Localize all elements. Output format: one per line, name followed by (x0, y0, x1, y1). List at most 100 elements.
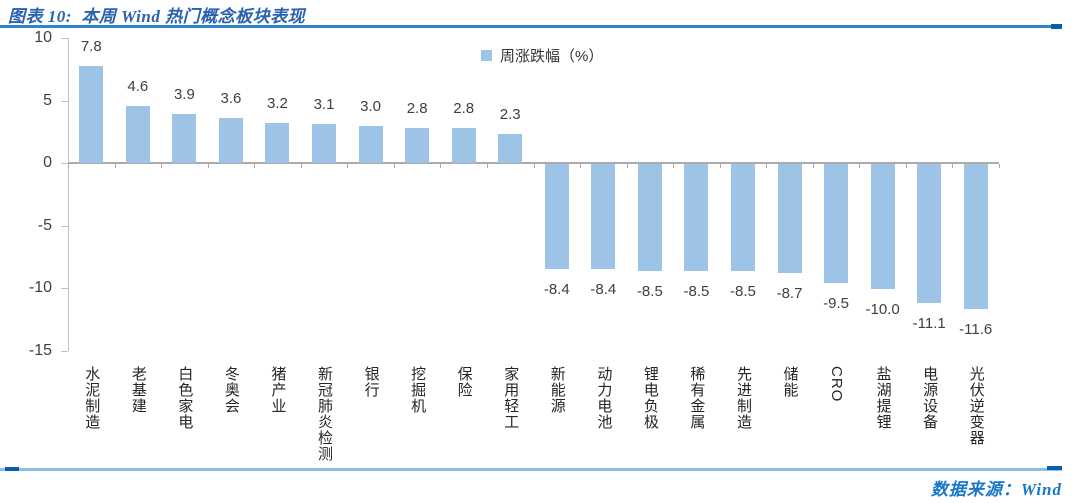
bar-银行 (358, 125, 383, 164)
legend-label: 周涨跌幅（%） (500, 48, 604, 65)
bar-value-label: -8.5 (636, 282, 663, 300)
bar-CRO (824, 164, 849, 284)
bar-value-label: -11.1 (912, 315, 946, 333)
bar-水泥制造 (79, 65, 104, 164)
y-axis-tick-label: 0 (43, 154, 52, 172)
x-axis-label: 电源设备 (921, 366, 939, 430)
bar-value-label: 3.1 (313, 96, 335, 114)
y-axis-tick (61, 38, 68, 39)
x-axis-tick (533, 164, 535, 169)
x-axis-label: 家用轻工 (502, 366, 520, 430)
x-axis-label: 锂电负极 (641, 366, 659, 430)
x-axis-label: 先进制造 (734, 366, 752, 430)
x-axis-label: 储能 (781, 366, 799, 398)
bar-白色家电 (172, 114, 197, 164)
x-axis-tick (580, 164, 582, 169)
x-axis-zero-line (68, 162, 999, 165)
x-axis-label: CRO (828, 366, 846, 403)
x-axis-label: 盐湖提锂 (874, 366, 892, 430)
bar-猪产业 (265, 123, 290, 164)
bar-老基建 (125, 105, 150, 164)
bar-冬奥会 (218, 118, 243, 164)
top-divider-line (0, 25, 1062, 28)
bar-挖掘机 (405, 128, 430, 164)
bar-储能 (777, 164, 802, 274)
bar-value-label: 3.0 (360, 97, 381, 115)
x-axis-tick (486, 164, 488, 169)
y-axis-tick (61, 288, 68, 290)
bar-动力电池 (591, 164, 616, 270)
x-axis-label: 新冠肺炎检测 (316, 366, 334, 462)
x-axis-tick (114, 164, 116, 169)
x-axis-label: 水泥制造 (83, 366, 101, 430)
x-axis-tick (999, 164, 1000, 169)
y-axis-tick-label: -15 (28, 342, 52, 359)
x-axis-label: 老基建 (129, 366, 147, 414)
bar-光伏逆变器 (963, 164, 988, 310)
x-axis-tick (812, 164, 814, 169)
bar-value-label: 3.6 (220, 90, 242, 108)
x-axis-tick (440, 164, 442, 169)
legend: 周涨跌幅（%） (481, 45, 603, 66)
x-axis-label: 白色家电 (176, 366, 194, 430)
x-axis-label: 冬奥会 (222, 366, 240, 414)
y-axis-tick (61, 351, 68, 352)
bar-新能源 (544, 164, 569, 270)
x-axis-tick (300, 164, 302, 169)
x-axis-label: 稀有金属 (688, 366, 706, 430)
y-axis-line (68, 38, 69, 351)
x-axis-tick (673, 164, 675, 169)
bar-先进制造 (730, 164, 755, 271)
x-axis-tick (719, 164, 721, 169)
bar-value-label: 4.6 (127, 77, 149, 95)
bar-value-label: -11.6 (959, 321, 993, 339)
bar-value-label: 3.2 (267, 95, 288, 113)
bar-value-label: -8.7 (776, 285, 803, 303)
bar-value-label: -8.4 (590, 281, 617, 299)
bar-value-label: -10.0 (865, 301, 900, 319)
bar-value-label: 2.3 (499, 106, 521, 124)
y-axis-tick (61, 225, 68, 227)
bar-保险 (451, 128, 476, 164)
y-axis-tick-label: -5 (37, 216, 52, 234)
x-axis-tick (347, 164, 349, 169)
bar-新冠肺炎检测 (312, 124, 337, 164)
bar-value-label: -8.5 (730, 282, 756, 300)
x-axis-label: 挖掘机 (409, 366, 427, 414)
figure-title: 图表 10: 本周 Wind 热门概念板块表现 (8, 7, 306, 26)
x-axis-tick (626, 164, 628, 169)
bottom-divider-line (0, 468, 1062, 471)
bar-value-label: 2.8 (453, 100, 475, 118)
x-axis-tick (207, 164, 209, 169)
bottom-divider-endcap-right (1047, 466, 1062, 470)
bar-value-label: 2.8 (406, 100, 428, 118)
bar-电源设备 (917, 164, 942, 304)
x-axis-label: 光伏逆变器 (967, 366, 985, 446)
bar-家用轻工 (498, 134, 523, 164)
bar-盐湖提锂 (870, 164, 895, 290)
x-axis-label: 猪产业 (269, 366, 287, 414)
x-axis-tick (905, 164, 907, 169)
x-axis-tick (766, 164, 768, 169)
x-axis-tick (161, 164, 163, 169)
x-axis-label: 银行 (362, 366, 380, 398)
x-axis-tick (393, 164, 395, 169)
x-axis-tick (254, 164, 256, 169)
x-axis-label: 保险 (455, 366, 473, 398)
bar-value-label: 7.8 (80, 37, 102, 55)
data-source-note: 数据来源：Wind (930, 480, 1062, 499)
bar-锂电负极 (637, 164, 662, 271)
bar-value-label: 3.9 (173, 86, 195, 104)
bar-value-label: -9.5 (823, 295, 849, 313)
x-axis-label: 动力电池 (595, 366, 613, 430)
x-axis-tick (68, 164, 69, 169)
y-axis-tick (61, 163, 68, 165)
x-axis-label: 新能源 (548, 366, 566, 414)
y-axis-tick-label: 5 (43, 91, 52, 109)
x-axis-tick (952, 164, 954, 169)
y-axis-tick (61, 100, 68, 102)
legend-swatch-icon (481, 50, 492, 61)
bottom-divider-endcap-left (5, 467, 19, 471)
